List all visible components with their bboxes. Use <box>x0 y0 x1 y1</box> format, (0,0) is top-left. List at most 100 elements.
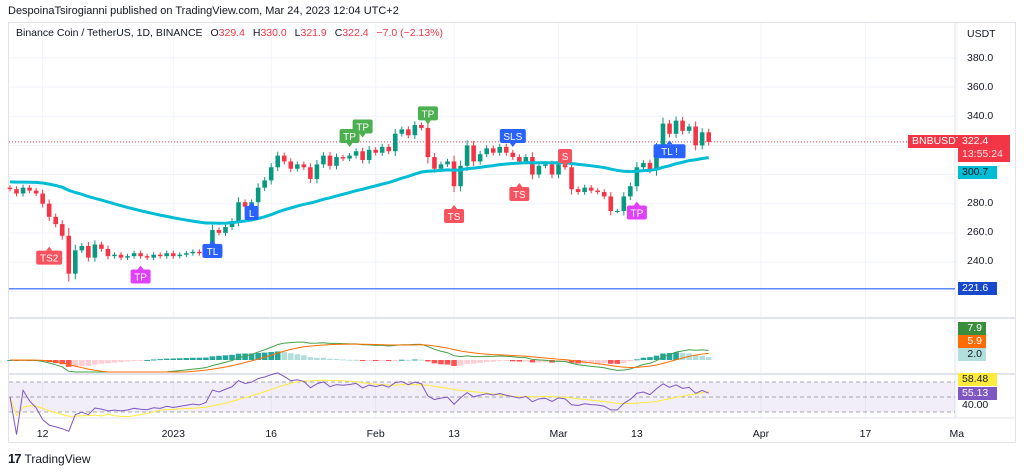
signal-label[interactable]: TP <box>626 201 647 220</box>
macd-histogram-bar <box>268 352 274 360</box>
high-value: 330.0 <box>260 27 287 39</box>
candle <box>471 140 476 167</box>
rsi-ma-line <box>9 379 709 418</box>
ma-value-badge: 300.7 <box>958 166 997 179</box>
macd-histogram-bar <box>621 360 627 363</box>
candle-body <box>471 145 476 162</box>
signal-label[interactable]: L <box>244 202 259 221</box>
macd-histogram-bar <box>385 360 392 362</box>
candle <box>295 161 300 172</box>
candle-body <box>654 148 659 171</box>
candle <box>582 184 587 195</box>
candle-body <box>523 157 529 162</box>
price-tick: 340.0 <box>967 110 994 122</box>
tradingview-logo[interactable]: 17 TradingView <box>8 451 91 466</box>
candle-body <box>530 157 535 175</box>
signal-label[interactable]: TS2 <box>36 246 63 265</box>
candle-body <box>197 251 202 254</box>
macd-histogram-bar <box>183 358 190 360</box>
candle-body <box>170 253 176 257</box>
macd-histogram-bar <box>699 355 705 360</box>
macd-histogram-bar <box>144 359 150 361</box>
signal-pointer <box>424 120 431 125</box>
symbol-badge: BNBUSDT <box>908 135 967 148</box>
macd-histogram-bar <box>229 354 235 360</box>
signal-label-box <box>499 128 526 143</box>
candle-body <box>255 187 261 203</box>
candle-body <box>419 125 424 128</box>
candle-body <box>379 146 385 153</box>
candle <box>151 252 156 261</box>
high-label: H <box>252 27 261 39</box>
histogram-badge: 2.0 <box>958 348 986 361</box>
candle <box>510 149 516 160</box>
macd-histogram-bar <box>150 359 157 361</box>
candle-body <box>347 155 352 159</box>
currency-label: USDT <box>967 28 996 40</box>
macd-histogram-bar <box>157 359 163 361</box>
last-price: 322.4 <box>962 135 989 147</box>
candle-body <box>295 164 300 169</box>
macd-histogram-bar <box>255 352 261 360</box>
bar-countdown: 13:55:24 <box>962 148 1003 160</box>
macd-histogram-bar <box>392 360 399 361</box>
candle-body <box>216 229 222 233</box>
time-tick: Apr <box>752 428 770 440</box>
candle-body <box>386 146 392 152</box>
candle-body <box>262 180 267 188</box>
signal-pointer <box>451 204 458 209</box>
candle <box>588 185 594 194</box>
signal-label[interactable]: S <box>558 149 573 168</box>
symbol-name[interactable]: Binance Coin / TetherUS, 1D, BINANCE <box>16 27 203 39</box>
candle <box>445 158 450 167</box>
candle-body <box>621 196 627 211</box>
signal-label-box <box>202 244 223 259</box>
candle-body <box>686 126 692 131</box>
candle <box>138 250 143 259</box>
macd-histogram-bar <box>536 360 542 363</box>
candle-body <box>595 190 600 193</box>
signal-label[interactable]: SLS <box>499 128 526 147</box>
price-tick: 280.0 <box>967 197 994 209</box>
candle-body <box>660 123 666 149</box>
signal-label[interactable]: TS <box>509 182 530 201</box>
candle-body <box>634 167 640 187</box>
candle <box>497 143 503 156</box>
candle <box>693 121 698 151</box>
candle <box>118 252 124 261</box>
time-tick: Ma <box>949 428 965 440</box>
candle-body <box>432 157 437 169</box>
signal-label[interactable]: TP <box>352 119 373 138</box>
candle <box>73 244 78 280</box>
signal-label[interactable]: TL <box>202 240 223 259</box>
signal-label-box <box>558 149 573 164</box>
candle <box>131 250 137 259</box>
signal-pointer <box>509 142 516 147</box>
candle <box>706 128 712 146</box>
rsi-level-label: 40.00 <box>962 399 989 411</box>
time-tick: Mar <box>549 428 568 440</box>
signal-label-box <box>352 119 373 134</box>
signal-label-text: TS <box>513 190 526 201</box>
candle <box>53 213 59 228</box>
time-tick: 13 <box>448 428 460 440</box>
candle <box>621 192 627 216</box>
candle <box>79 243 85 254</box>
macd-histogram-bar <box>65 360 72 367</box>
candle-body <box>647 162 653 171</box>
open-label: O <box>210 27 219 39</box>
candle <box>314 159 320 184</box>
signal-label[interactable]: TP <box>417 106 438 125</box>
candle-body <box>66 235 72 274</box>
candle-body <box>118 254 124 258</box>
signal-label[interactable]: TL ! <box>653 140 686 159</box>
signal-label-box <box>244 206 259 221</box>
signal-label[interactable]: TP <box>130 265 151 284</box>
candle <box>699 128 705 150</box>
candle <box>451 155 457 193</box>
candle <box>7 185 13 192</box>
signal-label[interactable]: TS <box>444 204 465 223</box>
macd-histogram-bar <box>575 360 581 364</box>
macd-histogram-bar <box>483 360 490 363</box>
